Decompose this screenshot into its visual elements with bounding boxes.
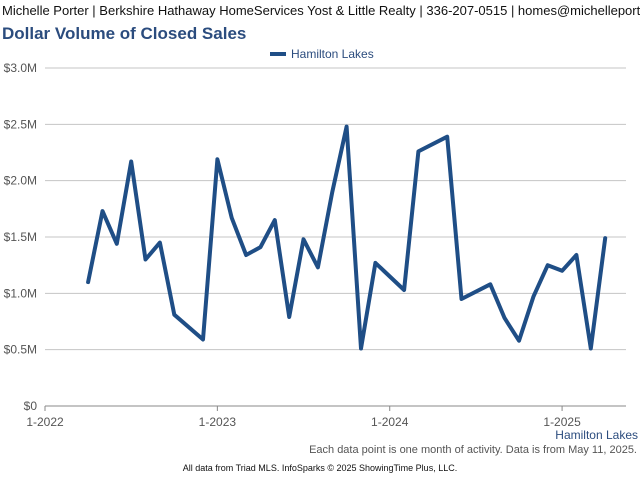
data-point[interactable]: [156, 239, 164, 247]
y-tick-label: $1.5M: [4, 230, 37, 244]
data-point[interactable]: [170, 311, 178, 319]
data-point[interactable]: [314, 263, 322, 271]
data-point[interactable]: [84, 278, 92, 286]
y-tick-label: $0: [24, 399, 38, 413]
data-point[interactable]: [529, 293, 537, 301]
series-line-0: [86, 124, 608, 351]
data-point[interactable]: [199, 336, 207, 344]
x-axis-label: Hamilton Lakes: [555, 428, 638, 442]
data-point[interactable]: [213, 155, 221, 163]
data-point[interactable]: [558, 267, 566, 275]
data-point[interactable]: [142, 256, 150, 264]
x-tick-label: 1-2025: [543, 415, 581, 429]
chart-title: Dollar Volume of Closed Sales: [2, 24, 247, 43]
grid-lines: [45, 67, 626, 351]
data-point[interactable]: [572, 251, 580, 259]
data-point[interactable]: [113, 240, 121, 248]
data-point[interactable]: [271, 216, 279, 224]
data-point[interactable]: [501, 314, 509, 322]
data-point[interactable]: [443, 133, 451, 141]
x-tick-label: 1-2023: [199, 415, 237, 429]
data-point[interactable]: [242, 251, 250, 259]
data-point[interactable]: [343, 123, 351, 131]
chart-legend[interactable]: Hamilton Lakes: [270, 46, 374, 62]
y-tick-labels: $0 $0.5M $1.0M $1.5M $2.0M $2.5M $3.0M: [4, 61, 38, 413]
data-point[interactable]: [256, 243, 264, 251]
y-tick-label: $2.5M: [4, 117, 37, 131]
y-tick-label: $2.0M: [4, 174, 37, 188]
data-point[interactable]: [357, 345, 365, 353]
legend-label: Hamilton Lakes: [291, 47, 374, 61]
x-tick-label: 1-2024: [371, 415, 409, 429]
series-layer: [84, 123, 609, 353]
data-footnote: Each data point is one month of activity…: [309, 444, 637, 456]
data-point[interactable]: [414, 147, 422, 155]
y-tick-label: $1.0M: [4, 286, 37, 300]
data-point[interactable]: [458, 295, 466, 303]
copyright-notice: All data from Triad MLS. InfoSparks © 20…: [182, 463, 458, 473]
y-tick-label: $0.5M: [4, 343, 37, 357]
x-axis: 1-2022 1-2023 1-2024 1-2025: [26, 405, 626, 429]
y-tick-label: $3.0M: [4, 61, 37, 75]
agent-contact-banner: Michelle Porter | Berkshire Hathaway Hom…: [0, 0, 640, 22]
data-point[interactable]: [544, 261, 552, 269]
data-point[interactable]: [300, 235, 308, 243]
data-point[interactable]: [587, 345, 595, 353]
legend-swatch: [270, 52, 286, 56]
data-point[interactable]: [285, 313, 293, 321]
data-point[interactable]: [228, 214, 236, 222]
data-point[interactable]: [601, 234, 609, 242]
data-point[interactable]: [328, 188, 336, 196]
data-point[interactable]: [127, 158, 135, 166]
data-point[interactable]: [98, 207, 106, 215]
data-point[interactable]: [515, 337, 523, 345]
data-point[interactable]: [486, 280, 494, 288]
data-point[interactable]: [400, 286, 408, 294]
data-point[interactable]: [371, 259, 379, 267]
x-tick-label: 1-2022: [26, 415, 64, 429]
